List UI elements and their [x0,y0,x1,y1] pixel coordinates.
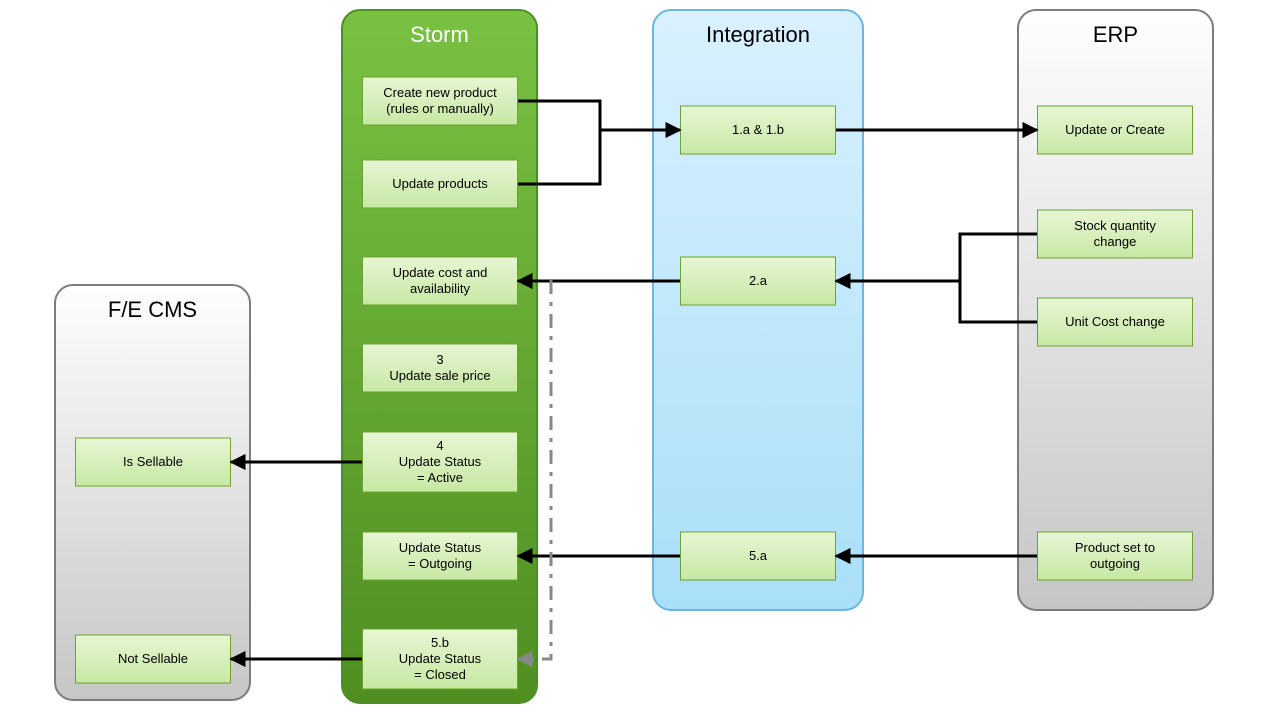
node-label-st_create: Create new product(rules or manually) [383,85,497,116]
node-label-erp_unitcost: Unit Cost change [1065,314,1165,329]
lane-title-storm: Storm [410,22,469,47]
node-label-erp_updcreate: Update or Create [1065,122,1165,137]
lane-integration [653,10,863,610]
node-label-in_2: 2.a [749,273,768,288]
lane-title-integration: Integration [706,22,810,47]
lane-title-erp: ERP [1093,22,1138,47]
edge-e4 [836,234,1037,281]
node-label-fe_notsellable: Not Sellable [118,651,188,666]
node-label-in_1: 1.a & 1.b [732,122,784,137]
node-label-in_5: 5.a [749,548,768,563]
node-label-st_outgoing: Update Status= Outgoing [399,540,482,571]
node-label-fe_sellable: Is Sellable [123,454,183,469]
lane-title-fecms: F/E CMS [108,297,197,322]
node-label-st_update: Update products [392,176,488,191]
